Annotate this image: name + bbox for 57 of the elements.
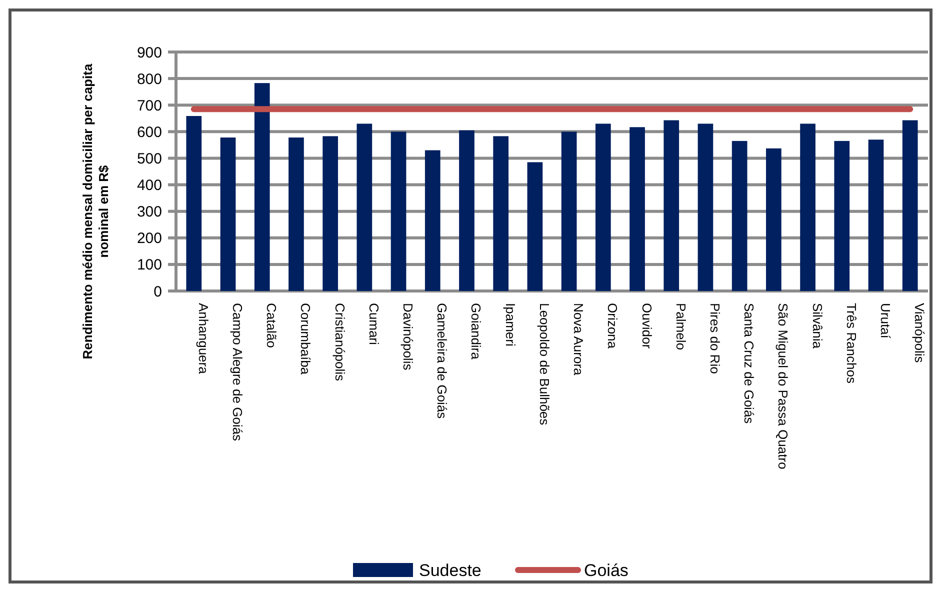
- bar: [527, 162, 543, 291]
- x-tick-label: Cristianópolis: [332, 303, 348, 382]
- bar: [424, 150, 440, 291]
- bar: [186, 116, 202, 291]
- bar: [664, 120, 680, 291]
- x-tick-label: Anhanguera: [196, 303, 211, 375]
- x-tick-label: Três Ranchos: [844, 303, 859, 384]
- x-tick-label: Silvânia: [810, 303, 825, 350]
- x-tick-label: Davinópolis: [400, 303, 416, 371]
- y-tick-label: 300: [136, 204, 162, 221]
- bar: [561, 132, 577, 291]
- bar: [356, 124, 372, 291]
- bar: [834, 140, 850, 291]
- x-tick-label: Palmelo: [673, 303, 688, 350]
- x-tick-label: Corumbaíba: [298, 303, 314, 376]
- x-tick-label: Nova Aurora: [571, 303, 586, 376]
- y-tick-label: 700: [136, 97, 162, 114]
- x-tick-label: São Miguel do Passa Quatro: [776, 303, 791, 470]
- bar: [595, 124, 611, 291]
- bar: [288, 138, 304, 291]
- y-tick-label: 400: [136, 177, 162, 194]
- bar: [254, 83, 270, 291]
- y-axis-title: Rendimento médio mensal domiciliar per capita nominal em R$: [80, 63, 111, 360]
- y-tick-label: 100: [136, 256, 162, 274]
- x-tick-label: Ipameri: [502, 303, 518, 346]
- bar: [698, 124, 714, 291]
- x-tick-label: Vianópolis: [912, 303, 928, 364]
- x-tick-label: Goiandira: [468, 303, 484, 360]
- x-tick-label: Ouvidor: [639, 303, 654, 350]
- bar: [220, 138, 236, 291]
- x-tick-label: Urutaí: [878, 303, 893, 339]
- x-tick-label: Catalão: [264, 303, 280, 348]
- x-tick-label: Santa Cruz de Goiás: [742, 303, 757, 424]
- y-tick-label: 600: [136, 124, 162, 141]
- y-tick-label: 200: [136, 230, 162, 248]
- y-tick-label: 900: [136, 44, 162, 62]
- bar: [868, 140, 884, 291]
- x-tick-label: Leopoldo de Bulhões: [536, 303, 552, 426]
- legend-label: Goiás: [584, 560, 628, 580]
- bar: [800, 124, 816, 291]
- bar: [493, 136, 509, 291]
- x-tick-label: Gameleira de Goiás: [434, 303, 450, 420]
- bar: [630, 127, 645, 291]
- bar: [459, 130, 474, 291]
- bar: [322, 136, 338, 291]
- x-tick-label: Cumari: [366, 303, 382, 346]
- y-tick-label: 0: [154, 283, 162, 300]
- y-tick-label: 500: [136, 150, 162, 168]
- bar: [732, 140, 748, 291]
- bar: [390, 132, 406, 291]
- legend-label: Sudeste: [419, 560, 482, 580]
- x-tick-label: Orizona: [605, 303, 620, 350]
- x-tick-label: Campo Alegre de Goiás: [230, 303, 246, 442]
- bar: [902, 120, 918, 291]
- bar: [766, 148, 782, 291]
- x-tick-label: Pires do Rio: [707, 303, 722, 374]
- y-tick-label: 800: [136, 70, 162, 88]
